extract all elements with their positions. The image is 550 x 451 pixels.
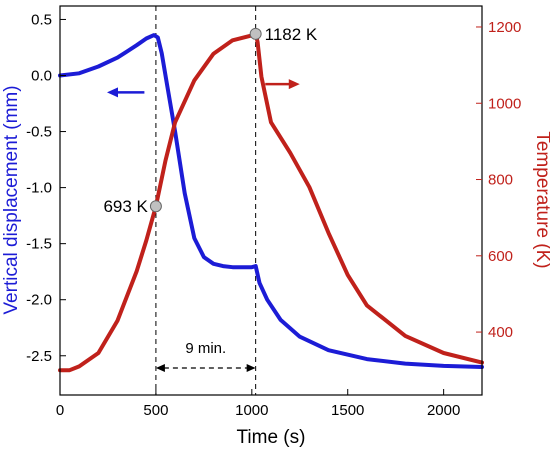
x-tick-label-0: 0 <box>56 402 64 419</box>
y-right-tick-label-4: 1200 <box>488 19 521 36</box>
ticks: 0 500 1000 1500 2000 0.5 0.0 -0.5 -1.0 -1.5 -2.0 -2… <box>26 11 521 419</box>
x-axis-title: Time (s) <box>237 427 306 448</box>
y-axis-title-left: Vertical displacement (mm) <box>1 85 22 314</box>
y-left-tick-label-3: -1.0 <box>26 180 52 197</box>
interval-arrowhead-left <box>155 364 165 372</box>
x-tick-label-3: 1500 <box>331 402 364 419</box>
y-left-tick-label-1: 0.0 <box>31 68 52 85</box>
x-tick-label-2: 1000 <box>235 402 268 419</box>
axes <box>59 5 483 396</box>
y-left-tick-label-0: 0.5 <box>31 11 52 28</box>
series-line-left <box>58 33 484 369</box>
y-right-tick-label-2: 800 <box>488 172 513 189</box>
y-left-tick-label-6: -2.5 <box>26 348 52 365</box>
annotations: 693 K 1182 K 9 min. <box>103 25 318 372</box>
y-right-tick-label-3: 1000 <box>488 95 521 112</box>
marker-point-1 <box>249 27 262 40</box>
plot-frame <box>59 5 483 396</box>
marker-label-0: 693 K <box>103 197 148 216</box>
y-left-tick-label-4: -1.5 <box>26 236 52 253</box>
series-line-right <box>58 31 484 373</box>
series-layer <box>58 31 484 373</box>
axis-arrowhead-left <box>106 87 118 98</box>
interval-label: 9 min. <box>185 340 226 357</box>
reference-lines <box>155 6 257 395</box>
marker-point-0 <box>149 200 162 213</box>
marker-label-1: 1182 K <box>265 25 318 44</box>
axis-arrowhead-right <box>288 79 300 90</box>
y-right-tick-label-0: 400 <box>488 324 513 341</box>
y-left-tick-label-5: -2.0 <box>26 292 52 309</box>
y-right-tick-label-1: 600 <box>488 248 513 265</box>
x-tick-label-4: 2000 <box>427 402 460 419</box>
x-tick-label-1: 500 <box>143 402 168 419</box>
y-left-tick-label-2: -0.5 <box>26 124 52 141</box>
y-axis-title-right: Temperature (K) <box>532 131 550 268</box>
interval-arrowhead-right <box>246 364 256 372</box>
